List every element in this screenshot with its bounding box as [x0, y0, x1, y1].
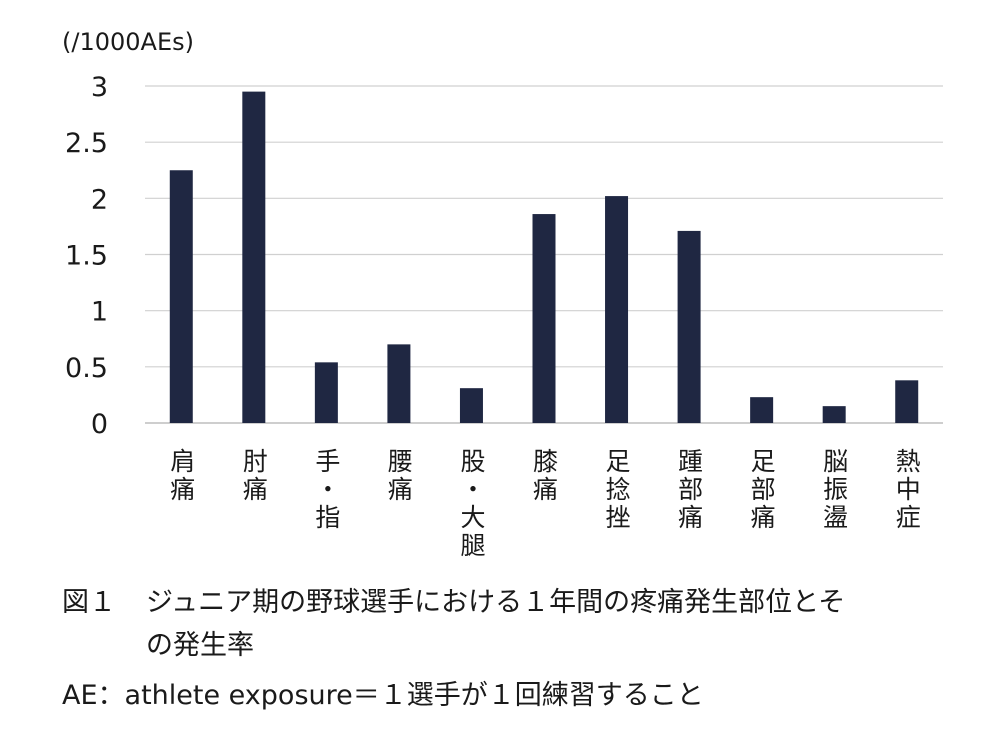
x-category-label: 足捻挫: [602, 448, 631, 532]
y-axis-ticks: 0 0.5 1 1.5 2 2.5 3: [65, 72, 108, 440]
bar-2: [242, 91, 266, 423]
bar-5: [459, 388, 483, 423]
bar-3: [314, 362, 338, 423]
y-tick-label: 2.5: [65, 128, 108, 159]
y-tick-label: 0.5: [65, 353, 108, 384]
x-category-label: 肩痛: [167, 448, 196, 504]
y-tick-label: 2: [91, 184, 108, 215]
x-category-label: 熱中症: [892, 448, 921, 532]
bars: [169, 91, 919, 423]
bar-10: [822, 406, 846, 423]
bar-7: [605, 196, 629, 423]
x-category-label: 膝痛: [530, 448, 559, 504]
figure-number: 図１: [62, 587, 116, 618]
bar-8: [677, 230, 701, 423]
figure-caption: 図１ ジュニア期の野球選手における１年間の疼痛発生部位とそ: [62, 585, 845, 621]
bar-11: [895, 380, 919, 423]
x-category-label: 手・指: [312, 448, 341, 532]
figure-title-line1: ジュニア期の野球選手における１年間の疼痛発生部位とそ: [146, 587, 846, 618]
x-axis-categories: 肩痛 肘痛 手・指 腰痛 股・大腿 膝痛 足捻挫 踵部痛 足部痛 脳振盪 熱中症: [167, 448, 921, 560]
x-category-label: 脳振盪: [820, 448, 849, 532]
bar-chart: 0 0.5 1 1.5 2 2.5 3 肩痛 肘痛 手・指 腰痛 股・大腿 膝痛 足捻挫 踵部痛 足部痛 脳振…: [62, 28, 943, 560]
y-tick-label: 1: [91, 297, 108, 328]
bar-1: [169, 170, 193, 423]
x-category-label: 腰痛: [384, 448, 413, 504]
y-axis-unit-label: (/1000AEs): [62, 28, 194, 56]
figure-title-line2: の発生率: [146, 630, 254, 661]
bar-9: [750, 397, 774, 423]
y-tick-label: 3: [91, 72, 108, 103]
y-tick-label: 0: [91, 409, 108, 440]
bar-4: [387, 344, 411, 423]
footnote: AE：athlete exposure＝１選手が１回練習すること: [62, 680, 704, 711]
gridlines: [145, 85, 943, 424]
x-category-label: 肘痛: [239, 448, 268, 504]
x-category-label: 踵部痛: [675, 448, 704, 532]
x-category-label: 足部痛: [747, 448, 776, 532]
bar-6: [532, 214, 556, 423]
x-category-label: 股・大腿: [457, 448, 486, 560]
y-tick-label: 1.5: [65, 241, 108, 272]
